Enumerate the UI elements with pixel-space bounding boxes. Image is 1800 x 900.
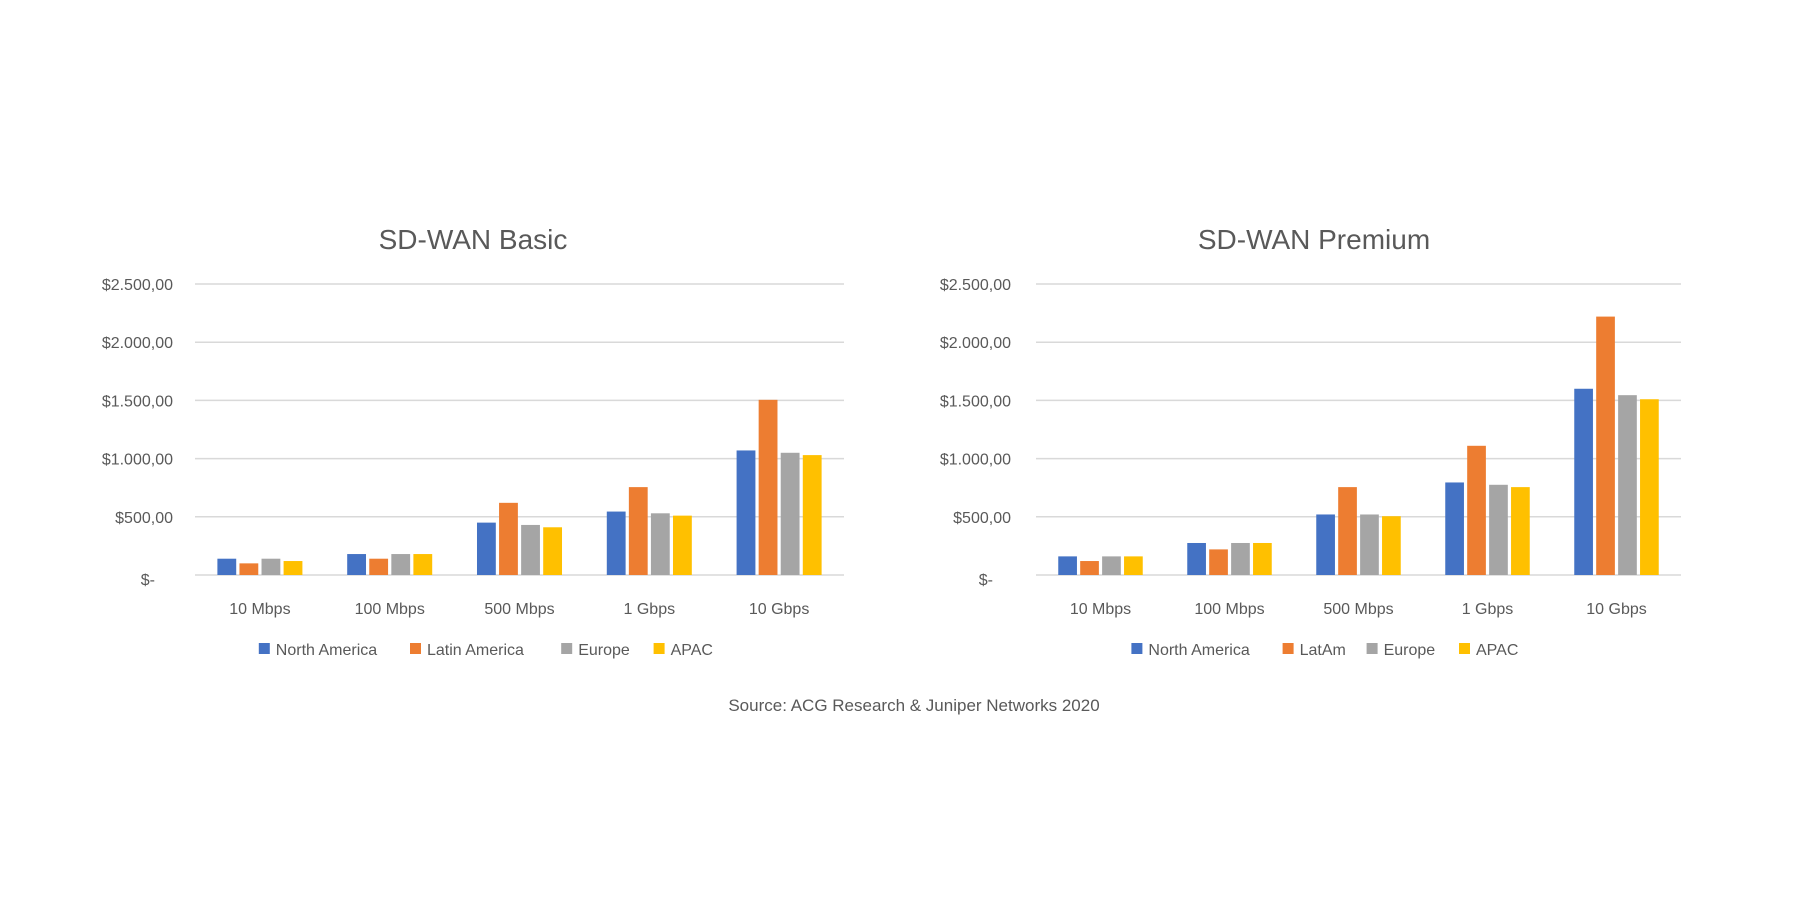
x-tick-label: 10 Gbps bbox=[749, 601, 809, 618]
bar-latam-10-mbps bbox=[1080, 561, 1099, 575]
bar-apac-10-mbps bbox=[1124, 556, 1143, 575]
legend-swatch bbox=[410, 643, 421, 654]
chart-sd-wan-basic: SD-WAN Basic $- $500,00 $1.000,00 $1.500,00 $… bbox=[102, 224, 844, 659]
legend: North America Latin America Europe APAC bbox=[258, 642, 713, 659]
bar-europe-10-mbps bbox=[1102, 556, 1121, 575]
legend-swatch bbox=[1131, 643, 1143, 654]
y-tick-label: $2.000,00 bbox=[102, 335, 173, 352]
y-tick-label: $2.500,00 bbox=[102, 277, 173, 294]
y-tick-label: $1.500,00 bbox=[102, 393, 173, 410]
x-tick-label: 100 Mbps bbox=[1194, 601, 1264, 618]
legend-swatch bbox=[561, 643, 573, 654]
legend-swatch bbox=[1459, 643, 1470, 654]
chart-title: SD-WAN Basic bbox=[379, 224, 568, 255]
bar-apac-10-mbps bbox=[283, 561, 303, 575]
bar-north-america-10-gbps bbox=[1574, 388, 1593, 575]
legend-swatch bbox=[1366, 643, 1378, 654]
y-tick-label: $2.500,00 bbox=[940, 277, 1011, 294]
legend-label: APAC bbox=[1476, 642, 1518, 659]
bar-apac-500-mbps bbox=[1382, 516, 1401, 575]
x-tick-label: 500 Mbps bbox=[484, 601, 554, 618]
bar-apac-500-mbps bbox=[543, 527, 563, 575]
bar-north-america-1-gbps bbox=[606, 511, 626, 575]
legend-label: North America bbox=[276, 642, 377, 659]
y-tick-label: $1.000,00 bbox=[102, 452, 173, 469]
bar-europe-1-gbps bbox=[1489, 484, 1508, 575]
bar-latin-america-500-mbps bbox=[499, 502, 518, 575]
bar-north-america-10-mbps bbox=[217, 558, 237, 575]
bar-north-america-500-mbps bbox=[476, 522, 496, 575]
y-tick-label: $500,00 bbox=[953, 510, 1011, 527]
bar-europe-500-mbps bbox=[1360, 514, 1379, 575]
bar-north-america-10-gbps bbox=[736, 450, 756, 575]
bar-apac-100-mbps bbox=[413, 554, 433, 575]
x-tick-label: 10 Mbps bbox=[1070, 601, 1131, 618]
bar-latin-america-10-mbps bbox=[239, 563, 259, 575]
y-tick-label: $500,00 bbox=[115, 510, 173, 527]
bar-latam-10-gbps bbox=[1596, 316, 1615, 575]
x-tick-label: 1 Gbps bbox=[1462, 601, 1514, 618]
x-tick-label: 1 Gbps bbox=[624, 601, 676, 618]
bar-north-america-500-mbps bbox=[1316, 514, 1335, 575]
x-tick-label: 500 Mbps bbox=[1323, 601, 1393, 618]
bar-latam-500-mbps bbox=[1338, 487, 1357, 575]
bar-europe-10-gbps bbox=[780, 452, 800, 575]
y-tick-label: $1.500,00 bbox=[940, 393, 1011, 410]
legend-swatch bbox=[1282, 643, 1294, 654]
bar-north-america-100-mbps bbox=[347, 554, 367, 575]
bar-latin-america-100-mbps bbox=[369, 558, 389, 575]
bar-apac-10-gbps bbox=[802, 455, 822, 575]
bar-apac-1-gbps bbox=[672, 515, 692, 575]
legend-label: Europe bbox=[1384, 642, 1436, 659]
legend: North America LatAm Europe APAC bbox=[1131, 642, 1518, 659]
bar-europe-100-mbps bbox=[391, 554, 411, 575]
x-tick-label: 10 Mbps bbox=[229, 601, 290, 618]
bar-europe-10-gbps bbox=[1618, 395, 1637, 575]
bar-apac-1-gbps bbox=[1511, 487, 1530, 575]
legend-label: Europe bbox=[578, 642, 630, 659]
bar-europe-1-gbps bbox=[650, 513, 670, 575]
legend-label: APAC bbox=[671, 642, 713, 659]
bar-latam-1-gbps bbox=[1467, 445, 1486, 575]
bar-latam-100-mbps bbox=[1209, 549, 1228, 575]
x-tick-label: 100 Mbps bbox=[355, 601, 425, 618]
bar-latin-america-10-gbps bbox=[758, 399, 778, 575]
legend-label: Latin America bbox=[427, 642, 524, 659]
bar-apac-100-mbps bbox=[1253, 542, 1272, 575]
y-tick-label: $- bbox=[979, 572, 993, 589]
bar-europe-500-mbps bbox=[521, 524, 540, 575]
bar-north-america-10-mbps bbox=[1058, 556, 1077, 575]
bar-latin-america-1-gbps bbox=[628, 487, 648, 575]
bar-north-america-100-mbps bbox=[1187, 542, 1206, 575]
y-tick-label: $2.000,00 bbox=[940, 335, 1011, 352]
legend-label: North America bbox=[1148, 642, 1249, 659]
chart-title: SD-WAN Premium bbox=[1198, 224, 1430, 255]
legend-swatch bbox=[653, 643, 665, 654]
legend-label: LatAm bbox=[1300, 642, 1346, 659]
y-tick-label: $- bbox=[141, 572, 155, 589]
y-tick-label: $1.000,00 bbox=[940, 452, 1011, 469]
bar-north-america-1-gbps bbox=[1445, 482, 1464, 575]
legend-swatch bbox=[258, 643, 270, 654]
bar-europe-10-mbps bbox=[261, 558, 281, 575]
source-caption: Source: ACG Research & Juniper Networks … bbox=[728, 696, 1099, 715]
chart-sd-wan-premium: SD-WAN Premium $- $500,00 $1.000,00 $1.500,0… bbox=[940, 224, 1681, 659]
bar-europe-100-mbps bbox=[1231, 542, 1250, 575]
bar-apac-10-gbps bbox=[1640, 399, 1659, 575]
x-tick-label: 10 Gbps bbox=[1586, 601, 1646, 618]
